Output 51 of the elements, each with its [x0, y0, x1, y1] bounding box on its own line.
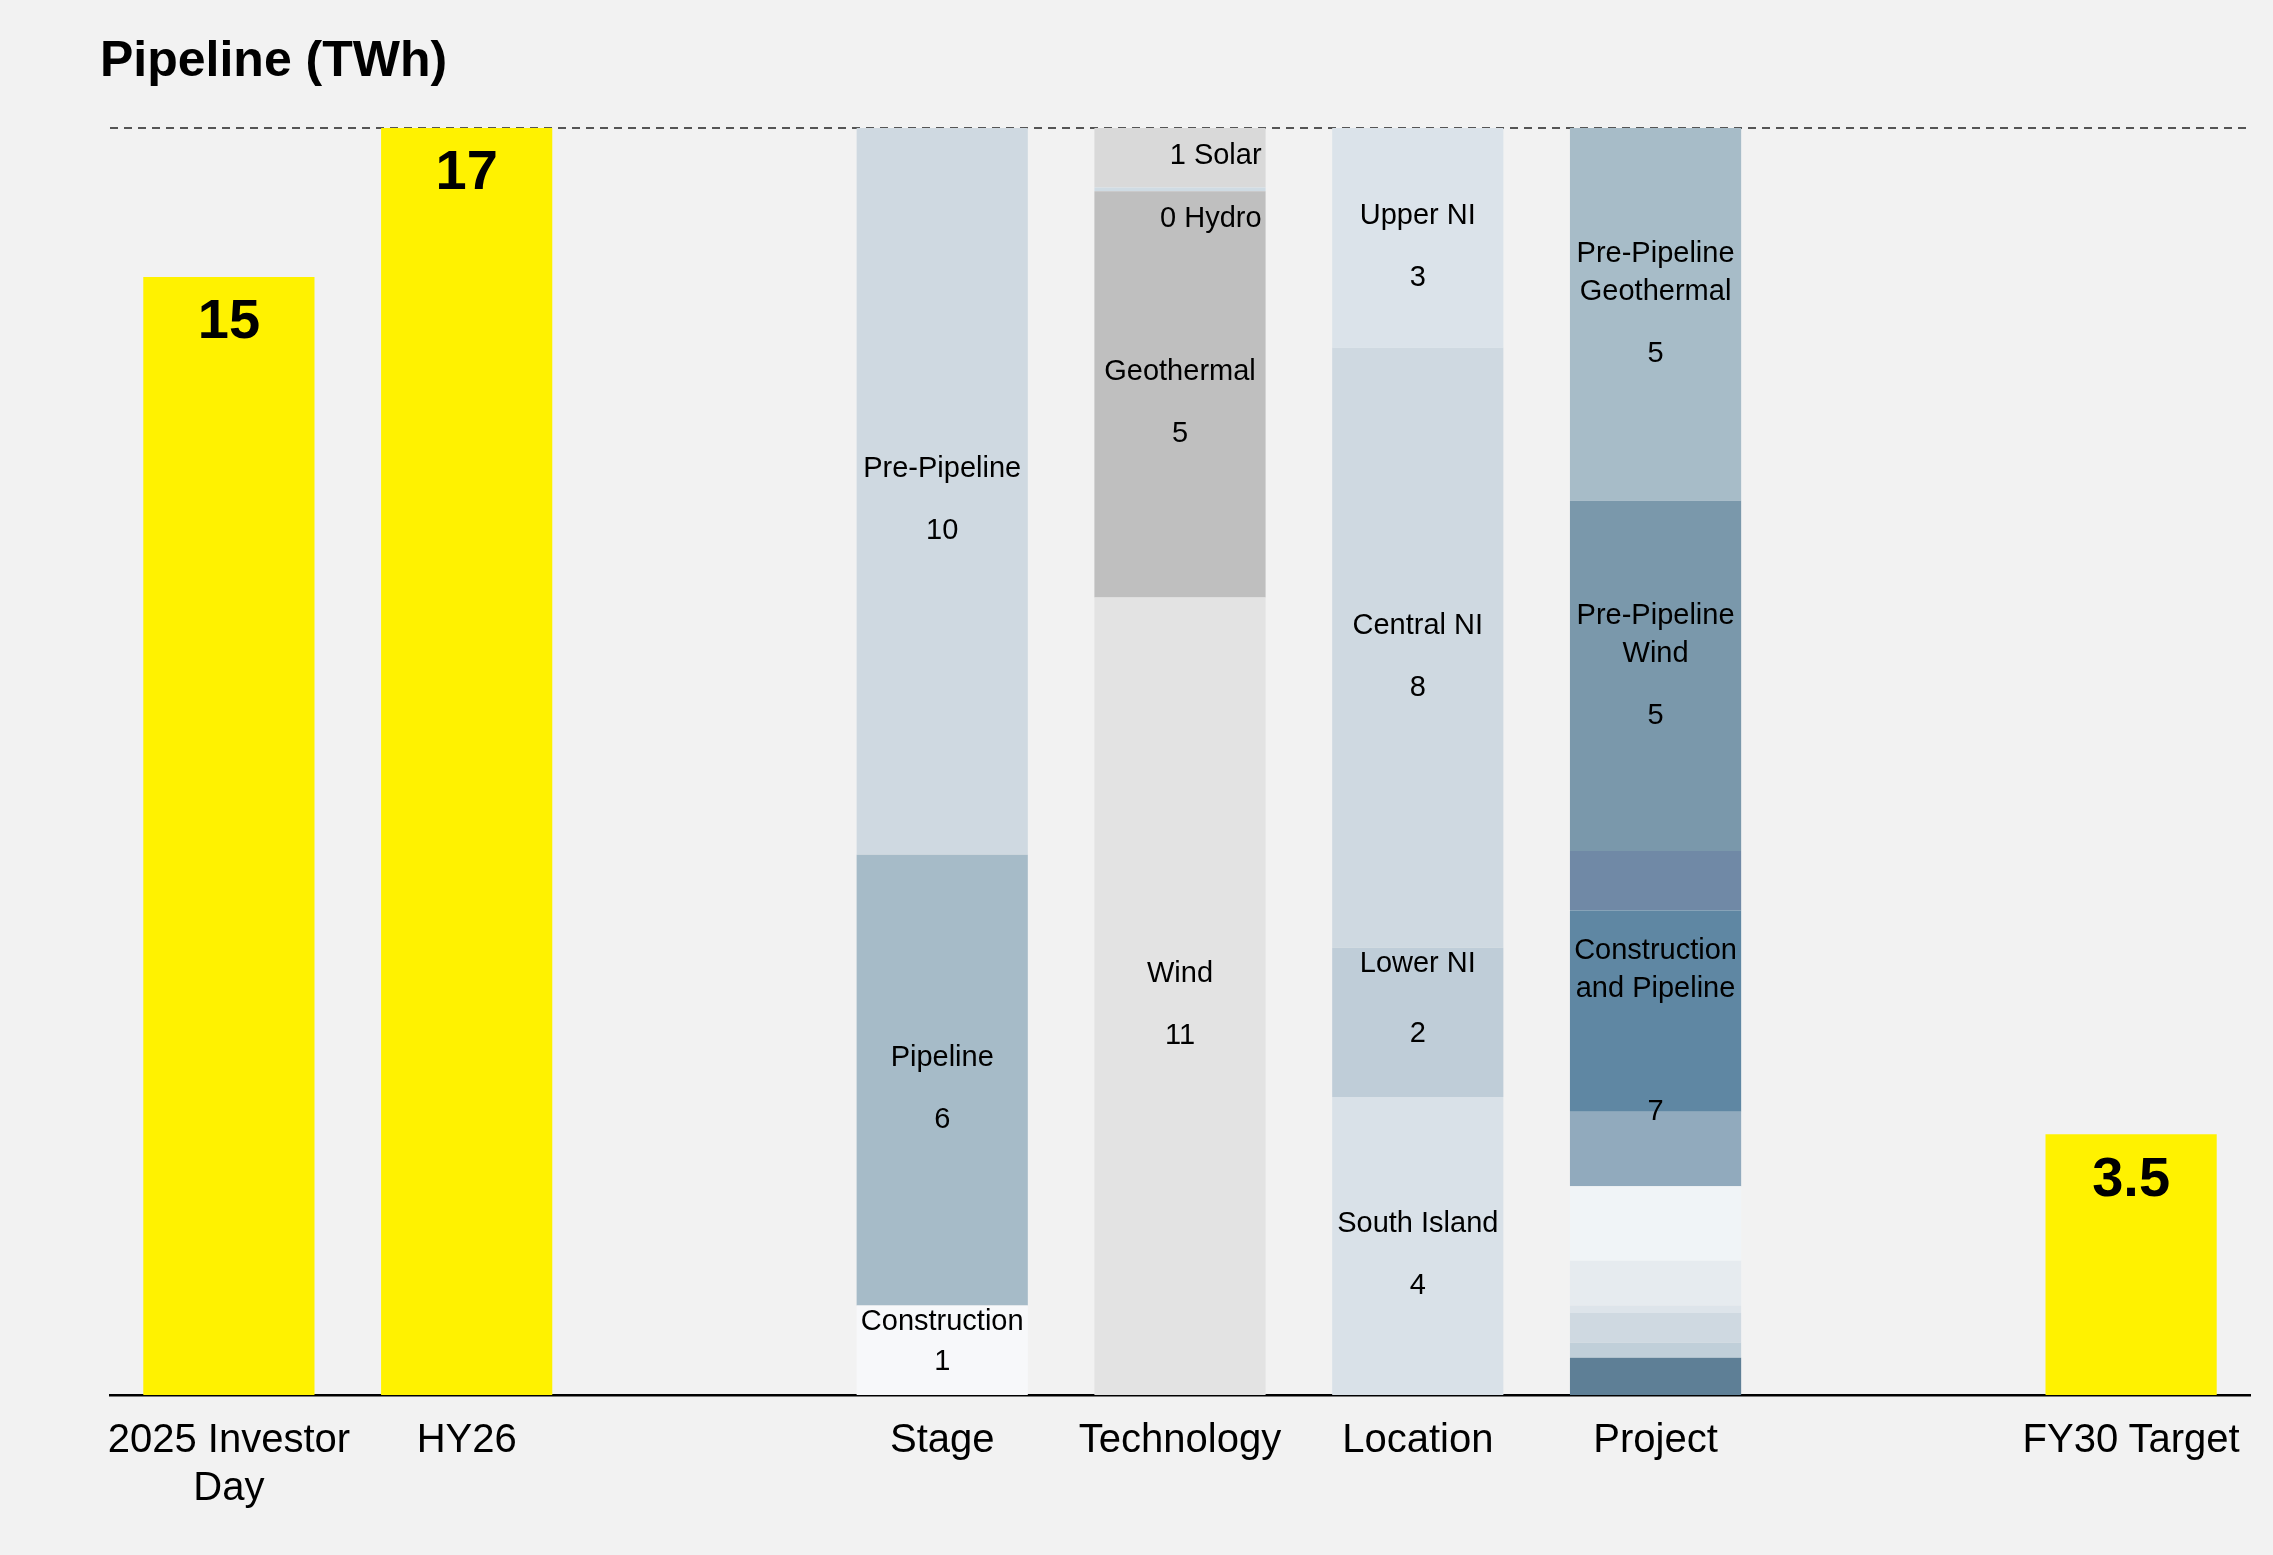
- text: 1 Solar: [1169, 137, 1262, 170]
- annotation: 7: [1647, 1093, 1664, 1126]
- bar: [1569, 500, 1742, 851]
- data-label: 5: [1647, 336, 1664, 369]
- bar: [1569, 850, 1742, 911]
- series-label: Central NI: [1352, 607, 1484, 640]
- series-label: Lower NI: [1359, 945, 1476, 978]
- series-label: Pre-Pipeline Wind: [1576, 597, 1735, 668]
- bar: [1569, 1342, 1742, 1358]
- x-tick-label: 2025 Investor Day: [107, 1416, 351, 1509]
- series-label: Pipeline: [890, 1040, 994, 1073]
- series-label: Upper NI: [1359, 197, 1476, 230]
- series-label: Construction and Pipeline: [1574, 933, 1737, 1004]
- series-label: Pre-Pipeline: [863, 451, 1022, 484]
- data-label: 1: [934, 1344, 951, 1377]
- data-label: 8: [1409, 669, 1426, 702]
- series-label: Geothermal: [1104, 354, 1256, 387]
- text: 0 Hydro: [1160, 201, 1262, 234]
- data-label: 5: [1171, 416, 1189, 449]
- x-tick-label: Location: [1342, 1416, 1494, 1461]
- data-label: 3.5: [2092, 1144, 2171, 1208]
- data-label: 17: [435, 138, 498, 202]
- bar: [1094, 597, 1266, 1395]
- series-label: South Island: [1337, 1205, 1499, 1238]
- bar: [1332, 947, 1504, 1097]
- data-label: 3: [1409, 259, 1426, 292]
- data-label: 15: [197, 287, 261, 351]
- bar: [143, 277, 315, 1395]
- bar: [1332, 1096, 1504, 1395]
- x-tick-label: HY26: [416, 1416, 517, 1461]
- bar: [1569, 128, 1742, 501]
- x-tick-label: Project: [1593, 1416, 1718, 1461]
- bar: [381, 128, 553, 1395]
- x-tick-label: Technology: [1078, 1416, 1282, 1461]
- series-label: Construction: [860, 1303, 1024, 1336]
- data-label: 6: [934, 1102, 951, 1135]
- bar: [1569, 1313, 1742, 1343]
- x-tick-label: Stage: [889, 1416, 995, 1461]
- bar: [1569, 1357, 1742, 1395]
- data-label: 11: [1164, 1018, 1196, 1051]
- bar: [2045, 1134, 2217, 1395]
- data-label: 4: [1409, 1267, 1426, 1300]
- series-label: Wind: [1146, 956, 1214, 989]
- x-tick-label: FY30 Target: [2022, 1416, 2240, 1461]
- bar: [856, 128, 1028, 855]
- bar: [1094, 191, 1266, 598]
- data-label: 5: [1647, 697, 1664, 730]
- data-label: 2: [1409, 1016, 1426, 1049]
- chart-title: Pipeline (TWh): [100, 30, 448, 88]
- data-label: 10: [926, 513, 959, 546]
- series-label: Pre-Pipeline Geothermal: [1576, 236, 1735, 307]
